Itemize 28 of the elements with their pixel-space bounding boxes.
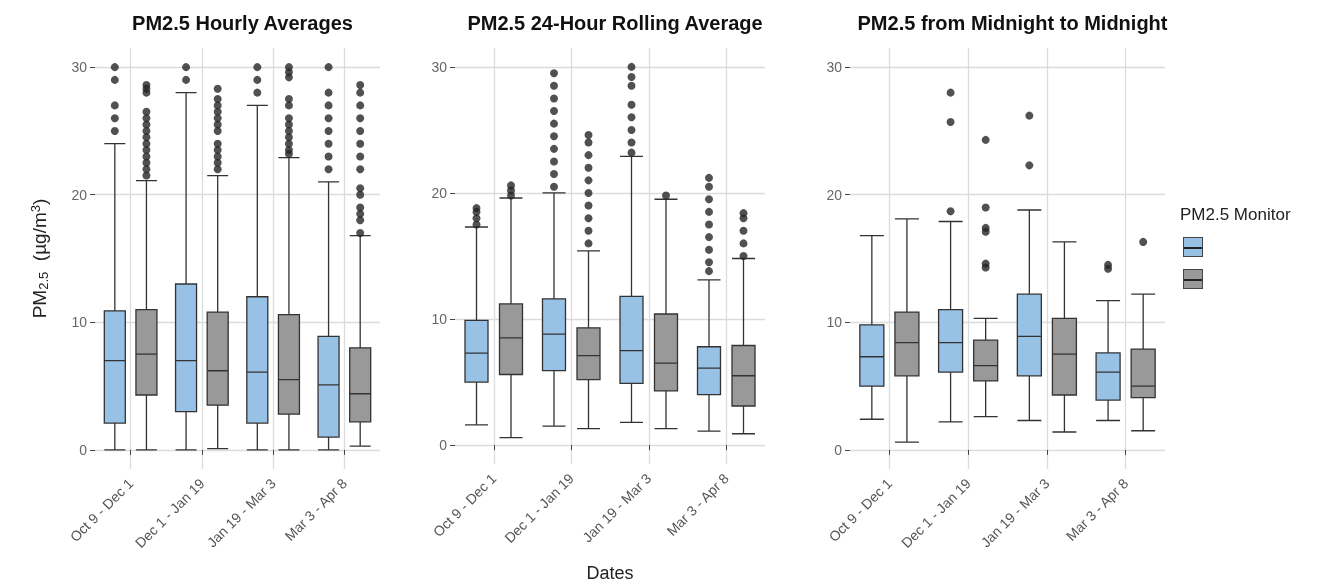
y-tick-label: 10 [71, 314, 88, 331]
x-tick-label: Oct 9 - Dec 1 [429, 470, 500, 540]
y-tick-label: 20 [826, 186, 843, 203]
y-tick-label: 20 [71, 186, 88, 203]
y-tick-label: 30 [431, 58, 448, 75]
x-tick-label: Dec 1 - Jan 19 [898, 475, 974, 551]
x-tick-label: Jan 19 - Mar 3 [579, 470, 655, 546]
y-tick-label: 10 [826, 314, 843, 331]
x-tick-label: Jan 19 - Mar 3 [977, 475, 1053, 551]
x-tick-label: Mar 3 - Apr 8 [281, 475, 351, 544]
x-tick-label: Oct 9 - Dec 1 [825, 475, 896, 545]
y-axis-title: PM2.5 (µg/m3) [28, 198, 51, 319]
chart-title: PM2.5 24-Hour Rolling Average [467, 12, 763, 34]
x-tick-label: Jan 19 - Mar 3 [203, 475, 279, 551]
x-tick-label: Dec 1 - Jan 19 [501, 470, 578, 546]
chart-title: PM2.5 Hourly Averages [132, 12, 353, 34]
legend-title: PM2.5 Monitor [1180, 205, 1291, 225]
x-axis-title: Dates [586, 563, 634, 583]
y-tick-label: 30 [71, 59, 88, 76]
y-tick-label: 20 [431, 184, 448, 201]
y-tick-label: 0 [834, 441, 843, 458]
y-tick-label: 10 [431, 311, 448, 328]
y-tick-label: 0 [79, 441, 88, 458]
y-tick-label: 30 [826, 59, 843, 76]
x-tick-label: Mar 3 - Apr 8 [1062, 475, 1132, 544]
x-tick-label: Mar 3 - Apr 8 [663, 470, 733, 539]
y-tick-label: 0 [439, 437, 448, 454]
chart-title: PM2.5 from Midnight to Midnight [857, 12, 1168, 34]
